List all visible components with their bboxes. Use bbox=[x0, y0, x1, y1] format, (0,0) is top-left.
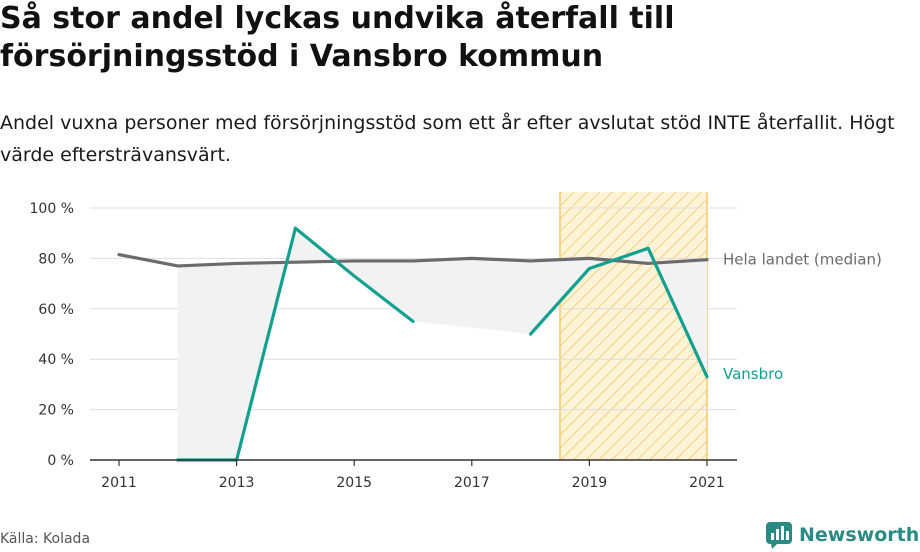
y-tick-label: 80 % bbox=[38, 251, 74, 267]
x-tick-label: 2019 bbox=[572, 475, 608, 491]
difference-area-gap bbox=[413, 258, 531, 334]
chart-title: Så stor andel lyckas undvika återfall ti… bbox=[0, 1, 675, 74]
brand-name: Newsworthy bbox=[799, 524, 920, 546]
newsworthy-logo-icon bbox=[766, 522, 792, 549]
y-tick-label: 40 % bbox=[38, 352, 74, 368]
x-tick-label: 2011 bbox=[101, 475, 137, 491]
line-chart: 0 % 20 % 40 % 60 % 80 % 100 % 2011 2013 2015 2017… bbox=[30, 192, 882, 491]
chart-subtitle: Andel vuxna personer med försörjningsstö… bbox=[0, 112, 895, 166]
y-tick-label: 0 % bbox=[47, 453, 74, 469]
y-tick-label: 20 % bbox=[38, 403, 74, 419]
vansbro-series-label: Vansbro bbox=[723, 365, 783, 383]
x-tick-label: 2015 bbox=[336, 475, 372, 491]
x-tick-label: 2021 bbox=[689, 475, 725, 491]
difference-area bbox=[177, 228, 413, 460]
x-tick-label: 2017 bbox=[454, 475, 490, 491]
x-tick-label: 2013 bbox=[219, 475, 255, 491]
median-series-label: Hela landet (median) bbox=[723, 251, 882, 269]
source-label: Källa: Kolada bbox=[0, 531, 91, 547]
y-tick-label: 100 % bbox=[30, 201, 74, 217]
vansbro-series-line bbox=[528, 246, 709, 379]
brand-logo: Newsworthy bbox=[765, 519, 920, 551]
y-tick-label: 60 % bbox=[38, 302, 74, 318]
